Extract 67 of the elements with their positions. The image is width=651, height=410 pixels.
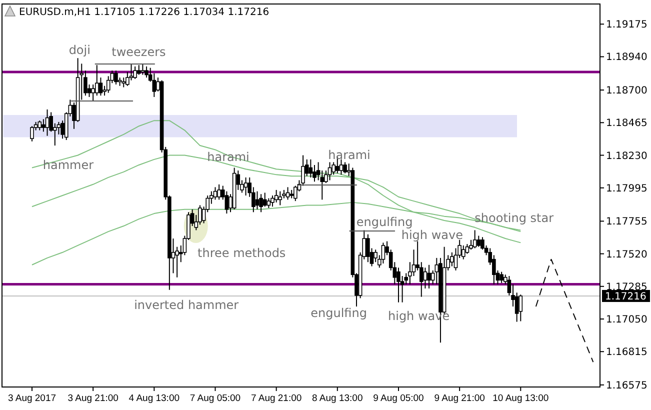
- y-tick-label: 1.16575: [606, 380, 648, 392]
- annotation: hammer: [42, 158, 94, 172]
- candlestick: [476, 235, 481, 248]
- x-tick-label: 7 Aug 21:00: [250, 393, 302, 404]
- candlestick: [266, 198, 271, 208]
- y-tick-label: 1.17050: [606, 314, 648, 326]
- candlestick: [38, 120, 42, 131]
- x-tick-label: 7 Aug 05:00: [190, 393, 241, 404]
- annotation: inverted hammer: [134, 298, 239, 312]
- candlestick: [122, 77, 126, 88]
- candlestick: [136, 64, 141, 76]
- y-tick-label: 1.18940: [606, 52, 648, 64]
- candlestick: [472, 230, 477, 249]
- x-tick-label: 9 Aug 05:00: [373, 393, 424, 404]
- annotation: three methods: [198, 246, 286, 260]
- candlestick: [45, 108, 50, 136]
- candlestick: [30, 126, 34, 142]
- candlestick: [366, 234, 370, 263]
- candlestick: [381, 242, 386, 264]
- candlestick: [343, 162, 347, 174]
- candlestick: [423, 267, 428, 289]
- candlestick: [133, 66, 137, 80]
- y-tick-label: 1.18465: [606, 118, 648, 130]
- candlestick: [114, 70, 118, 85]
- x-tick-label: 8 Aug 13:00: [312, 393, 363, 404]
- x-tick-label: 9 Aug 21:00: [434, 393, 485, 404]
- candlestick: [144, 66, 148, 78]
- x-tick-label: 4 Aug 13:00: [128, 393, 180, 404]
- annotation: tweezers: [112, 45, 166, 60]
- annotation: engulfing: [310, 306, 367, 320]
- candlestick: [274, 189, 278, 203]
- y-tick-label: 1.19175: [606, 20, 648, 31]
- candlestick: [328, 162, 332, 181]
- y-tick-label: 1.16815: [606, 347, 648, 358]
- candlestick: [140, 63, 145, 76]
- annotation: doji: [68, 43, 90, 58]
- annotation: harami: [328, 148, 370, 162]
- x-tick-label: 10 Aug 13:00: [492, 393, 549, 404]
- x-tick-label: 3 Aug 21:00: [68, 393, 118, 404]
- candlestick: [500, 271, 504, 284]
- x-tick-label: 3 Aug 2017: [8, 393, 56, 404]
- y-tick-label: 1.17285: [606, 282, 648, 293]
- y-tick-label: 1.17995: [606, 183, 648, 194]
- chart-title: EURUSD.m,H1 1.17105 1.17226 1.17034 1.17216: [19, 7, 270, 18]
- candlestick: [213, 186, 218, 200]
- candlestick: [262, 192, 267, 208]
- y-tick-label: 1.17520: [606, 249, 648, 260]
- candlestick: [98, 77, 103, 96]
- annotation: engulfing: [356, 215, 413, 230]
- candlestick: [339, 158, 344, 176]
- candlestick: [91, 84, 95, 102]
- y-tick-label: 1.18230: [606, 150, 648, 162]
- candlestick: [286, 186, 290, 200]
- candlestick: [42, 118, 46, 132]
- candlestick: [259, 194, 263, 213]
- y-tick-label: 1.17755: [606, 216, 648, 228]
- candlestick: [278, 190, 282, 206]
- candlestick: [95, 64, 99, 96]
- annotation: high wave: [401, 228, 463, 242]
- annotation: shooting star: [474, 211, 554, 226]
- candlestick: [518, 294, 523, 322]
- y-tick-label: 1.18700: [606, 86, 648, 97]
- ref-line-label: 1.17216: [605, 291, 646, 302]
- candlestick: [244, 176, 248, 196]
- candlestick: [217, 184, 221, 200]
- candlestick: [450, 252, 454, 267]
- candlestick: [427, 264, 431, 289]
